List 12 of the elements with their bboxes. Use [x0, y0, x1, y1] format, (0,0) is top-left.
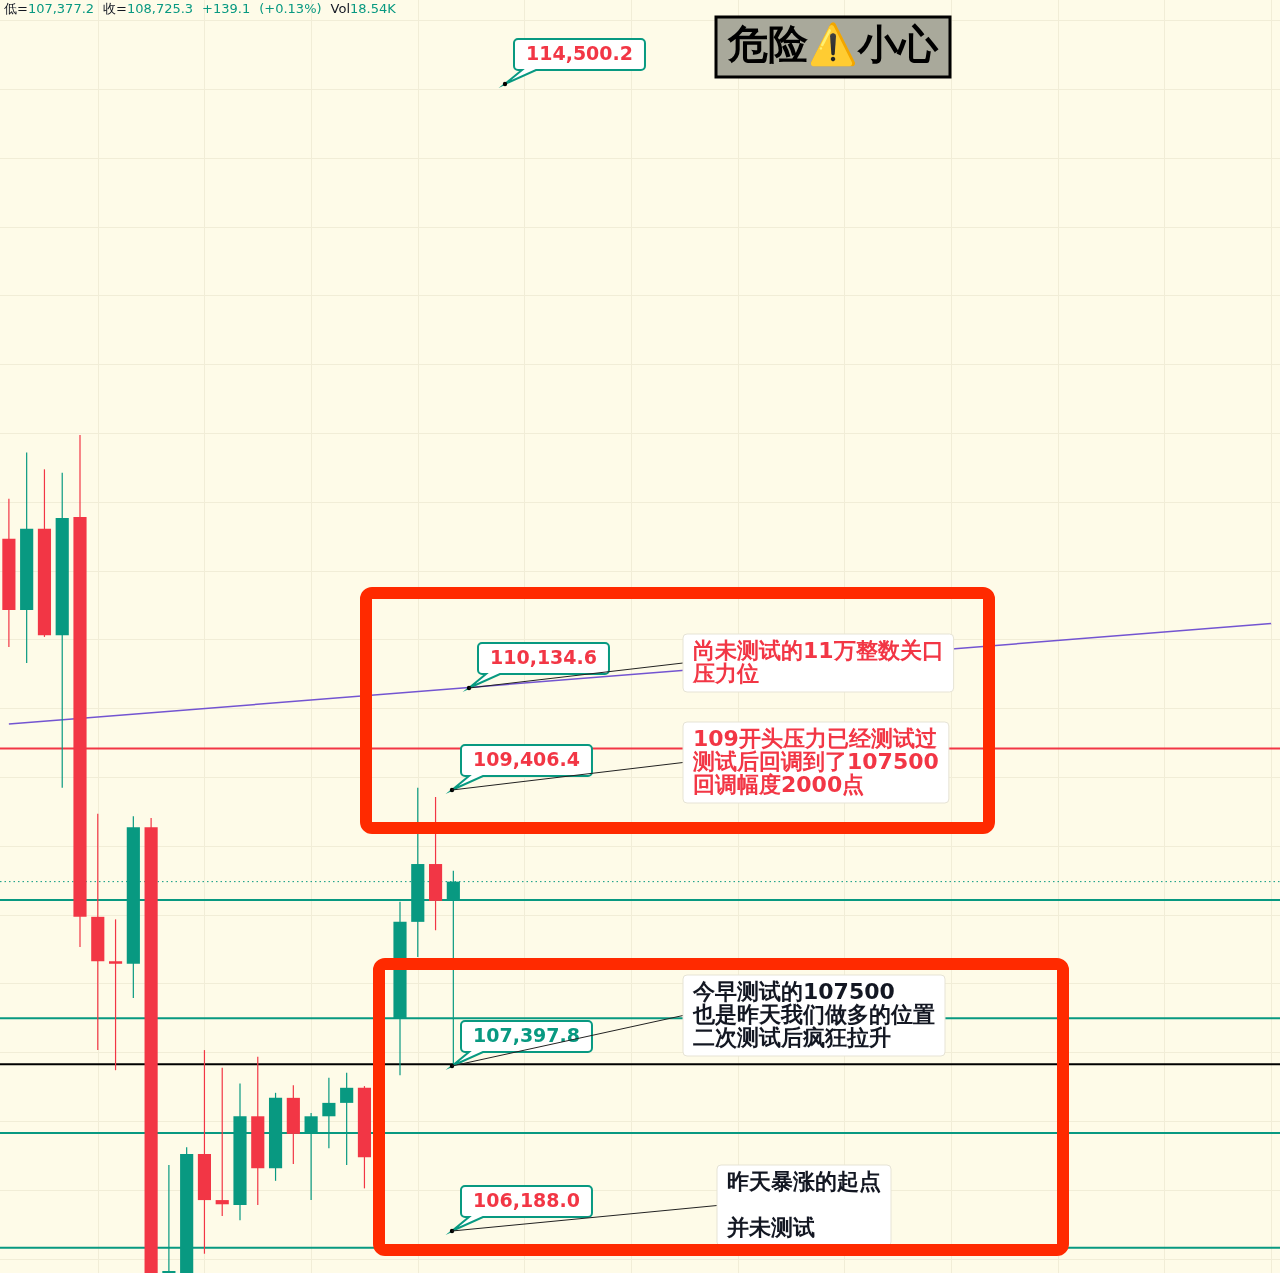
annotation: 109,406.4 [473, 748, 580, 771]
annotation: 昨天暴涨的起点并未测试 [726, 1168, 881, 1240]
annotation: 今早测试的107500也是昨天我们做多的位置二次测试后疯狂拉升 [692, 978, 935, 1050]
text: 114,500.2 [526, 42, 633, 65]
annotation: 110,134.6 [490, 646, 597, 669]
candlestick [108, 918, 123, 1071]
candlestick [215, 1067, 229, 1217]
chart-title: 危险⚠小心 [727, 21, 939, 68]
chart-subtitle: 低=107,377.2 收=108,725.3 +139.1 (+0.13%) Vol18.54K [4, 1, 397, 16]
annotation: 106,188.0 [473, 1189, 580, 1212]
annotation: 尚未测试的11万整数关口压力位 [692, 637, 944, 686]
annotation: 109开头压力已经测试过测试后回调到了107500回调幅度2000点 [692, 725, 939, 797]
